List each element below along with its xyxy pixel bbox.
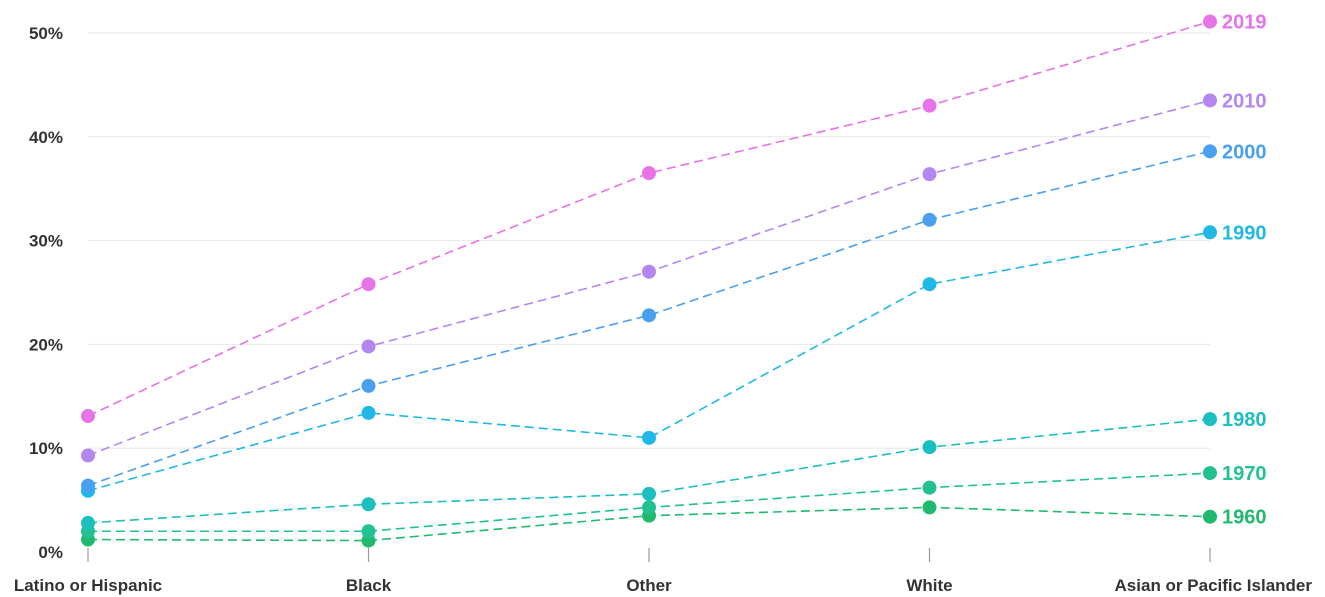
series-label: 1980 — [1222, 409, 1267, 431]
data-point — [1203, 509, 1217, 524]
series-1970: 1970 — [81, 463, 1267, 539]
data-point — [922, 212, 937, 227]
data-point — [642, 264, 656, 279]
series-label: 1960 — [1222, 507, 1267, 529]
data-point — [1203, 412, 1217, 427]
y-tick-label: 20% — [29, 335, 63, 354]
data-point — [642, 430, 656, 445]
data-point — [1203, 225, 1217, 240]
series-line — [87, 20, 1211, 417]
data-point — [922, 480, 937, 495]
data-point — [1203, 14, 1217, 29]
data-point — [922, 167, 937, 182]
data-point — [1203, 144, 1217, 159]
data-point — [922, 500, 937, 515]
series-label: 2010 — [1222, 90, 1267, 112]
data-point — [361, 339, 376, 354]
series-label: 1990 — [1222, 222, 1267, 244]
series-2010: 2010 — [81, 90, 1267, 463]
x-axis: Latino or Hispanic Black Other White Asian o… — [14, 548, 1313, 595]
x-tick-label: Asian or Pacific Islander — [1115, 576, 1313, 595]
data-point — [642, 308, 656, 323]
series-2019: 2019 — [81, 12, 1267, 424]
data-point — [361, 277, 376, 292]
y-tick-label: 10% — [29, 439, 63, 458]
data-point — [1203, 93, 1217, 108]
x-tick-label: Latino or Hispanic — [14, 576, 162, 595]
data-point — [361, 405, 376, 420]
data-point — [81, 478, 95, 493]
series-label: 1970 — [1222, 463, 1267, 485]
data-point — [81, 515, 95, 530]
data-point — [642, 486, 656, 501]
y-tick-label: 30% — [29, 232, 63, 251]
y-axis: 0% 10% 20% 30% 40% 50% — [29, 24, 63, 562]
series-1960: 1960 — [81, 500, 1267, 548]
series-2000: 2000 — [81, 141, 1267, 493]
data-point — [922, 277, 937, 292]
series-line — [87, 150, 1211, 487]
grid — [88, 32, 1210, 449]
y-tick-label: 40% — [29, 128, 63, 147]
series-1980: 1980 — [81, 409, 1267, 530]
data-point — [1203, 466, 1217, 481]
data-point — [922, 98, 937, 113]
data-point — [361, 378, 376, 393]
series-group: 1960 1970 1980 1990 2000 2010 2019 — [81, 12, 1267, 548]
series-label: 2000 — [1222, 141, 1267, 163]
x-tick-label: Other — [626, 576, 672, 595]
y-tick-label: 50% — [29, 24, 63, 43]
series-line — [87, 231, 1211, 492]
data-point — [642, 166, 656, 181]
y-tick-label: 0% — [38, 543, 63, 562]
series-label: 2019 — [1222, 12, 1267, 34]
x-tick-label: White — [906, 576, 952, 595]
data-point — [361, 497, 376, 512]
data-point — [361, 524, 376, 539]
data-point — [922, 440, 937, 455]
data-point — [81, 448, 95, 463]
data-point — [642, 500, 656, 515]
x-tick-label: Black — [346, 576, 392, 595]
data-point — [81, 409, 95, 424]
